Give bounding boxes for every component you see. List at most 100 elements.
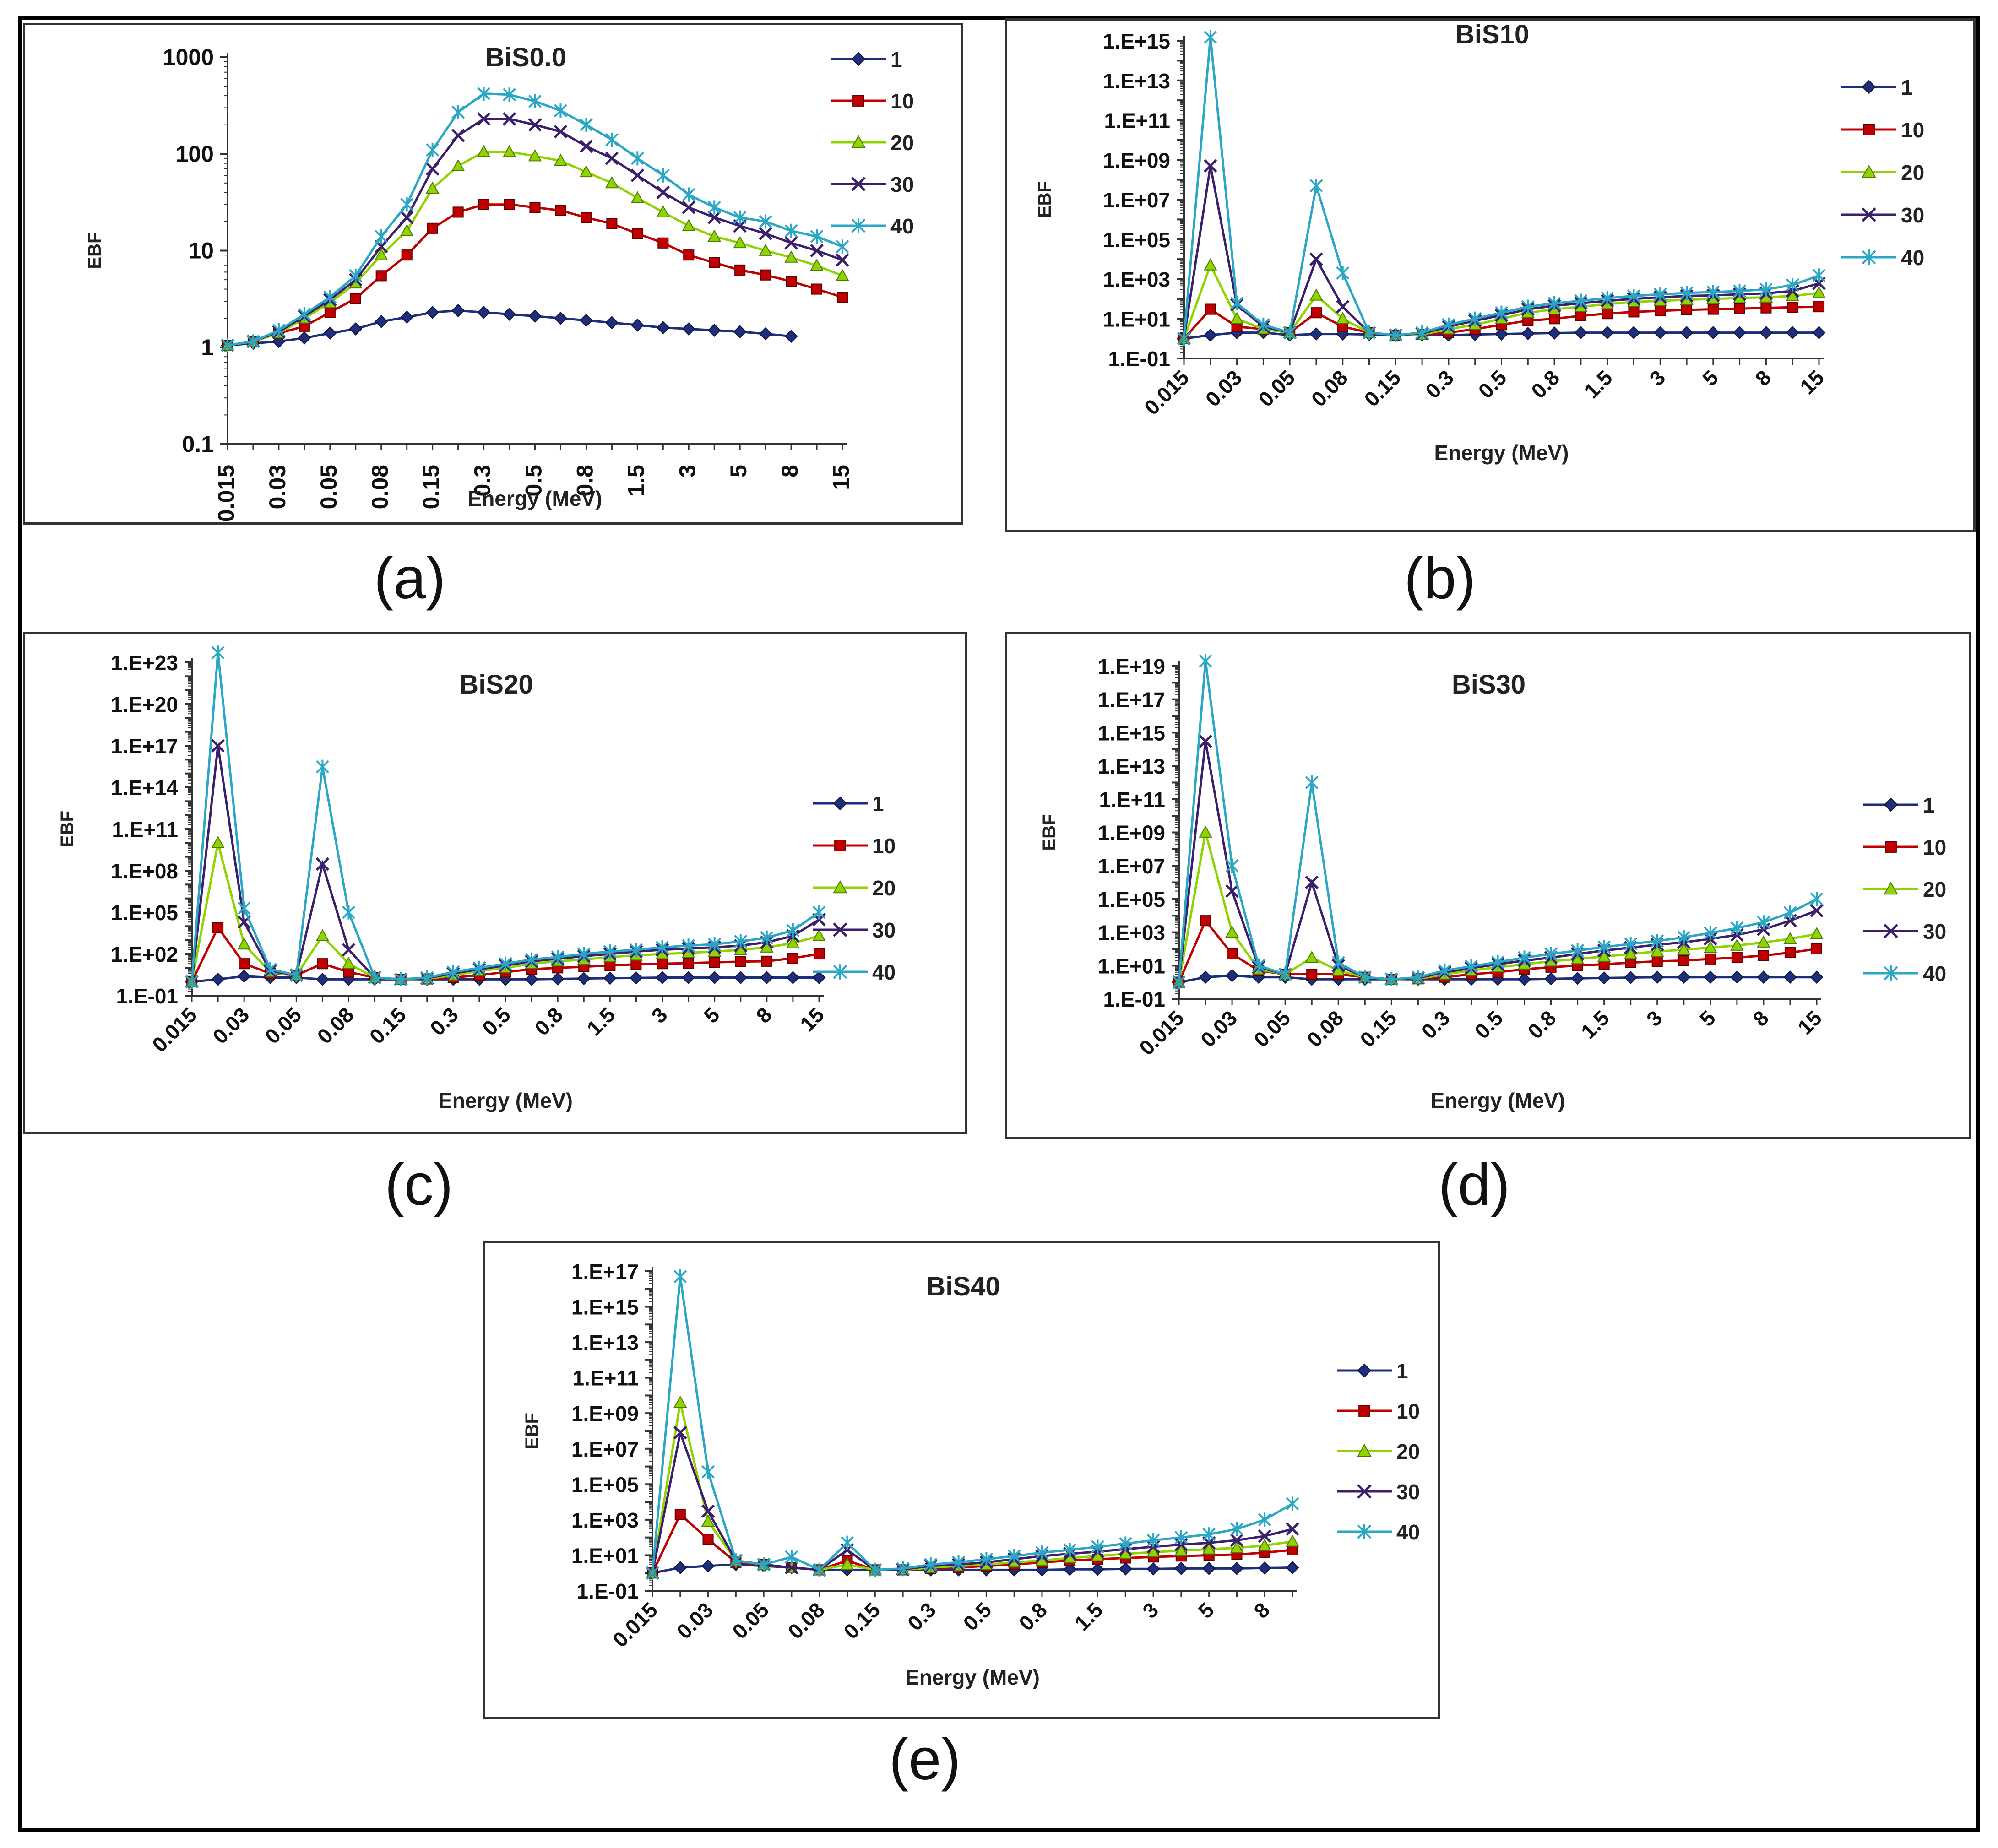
data-point-stroke-2 (785, 1561, 798, 1575)
legend-entry-1: 1 (1863, 793, 1935, 817)
data-point (733, 325, 747, 339)
legend-marker (1885, 841, 1897, 853)
data-point (1677, 930, 1691, 945)
data-point (528, 94, 542, 108)
series-line (1183, 37, 1819, 339)
legend-label: 1 (1396, 1359, 1408, 1383)
data-point (1680, 286, 1694, 300)
data-point (707, 211, 721, 224)
data-point (1230, 296, 1243, 311)
data-point (709, 257, 720, 268)
chart-bis10: 1.E-01 1.E+01 1.E+03 1.E+05 1.E+07 1.E+09 1.E+… (1035, 21, 1924, 465)
data-point (673, 1561, 687, 1574)
data-point (787, 953, 798, 964)
data-point (1810, 970, 1824, 984)
data-point (682, 938, 695, 953)
data-point (451, 304, 465, 317)
legend-marker (1357, 1363, 1372, 1378)
data-point (1574, 326, 1588, 339)
data-point (812, 905, 826, 920)
data-point-stroke-2 (810, 244, 824, 258)
data-point (1309, 179, 1323, 193)
data-point (1465, 959, 1478, 974)
data-point-stroke-2 (707, 211, 721, 224)
y-axis-label: EBF (1035, 181, 1055, 218)
data-point (1225, 925, 1239, 938)
data-point (1677, 970, 1691, 984)
data-point (733, 236, 747, 249)
data-point (784, 223, 798, 238)
data-point (1230, 312, 1244, 324)
data-point (1258, 1539, 1271, 1551)
data-point-stroke-2 (211, 739, 225, 753)
data-point-stroke-2 (630, 168, 645, 182)
y-tick-label: 1.E+17 (1098, 688, 1165, 712)
x-tick-label: 0.3 (1421, 365, 1458, 403)
data-point (759, 327, 772, 341)
legend-entry-30: 30 (1863, 920, 1946, 943)
x-tick-label: 0.03 (1196, 1006, 1242, 1051)
y-tick-label: 10 (188, 238, 214, 264)
data-point (813, 1562, 826, 1577)
x-axis-label: Energy (MeV) (905, 1665, 1040, 1689)
data-point (1177, 331, 1191, 346)
data-point (757, 1557, 771, 1572)
x-tick-label: 3 (1642, 1006, 1667, 1031)
y-tick-label: 1.E+11 (1099, 788, 1165, 812)
data-point (1731, 952, 1743, 964)
data-point-stroke-2 (656, 185, 670, 200)
x-tick-label: 0.15 (1359, 365, 1405, 411)
data-point-stroke-2 (425, 162, 440, 176)
data-point (1786, 277, 1799, 293)
data-point (708, 971, 722, 984)
y-tick-label: 1.E-01 (116, 984, 178, 1008)
data-point (315, 857, 330, 871)
legend-label: 10 (1901, 118, 1924, 142)
legend-entry-1: 1 (1841, 76, 1913, 99)
data-point (1786, 326, 1799, 339)
legend-marker (833, 796, 847, 811)
data-point (1627, 326, 1640, 339)
x-axis-label: Energy (MeV) (1431, 1089, 1565, 1112)
data-point (682, 322, 695, 336)
data-point (1601, 326, 1614, 339)
data-point (656, 205, 670, 217)
data-point (1468, 311, 1482, 326)
data-point-stroke-2 (1309, 252, 1323, 266)
data-point (1172, 975, 1186, 990)
data-point-stroke-2 (1204, 159, 1217, 173)
data-point (1336, 300, 1350, 314)
data-point (1544, 947, 1558, 961)
data-point (1597, 940, 1611, 954)
x-tick-label: 15 (795, 1003, 829, 1036)
data-point (1812, 268, 1826, 283)
data-point (760, 269, 771, 281)
data-point (1704, 941, 1717, 953)
y-tick-label: 1.E+15 (571, 1295, 639, 1319)
panel-label-b: (b) (1404, 546, 1476, 611)
x-tick-label: 0.3 (425, 1003, 463, 1040)
y-tick-label: 1.E+03 (1103, 268, 1170, 292)
data-point (784, 250, 798, 263)
y-tick-label: 1.E+03 (571, 1508, 639, 1532)
legend-marker-stroke-2 (1357, 1484, 1372, 1499)
data-point (1230, 1522, 1243, 1536)
series-40 (1177, 30, 1826, 346)
legend-marker (1357, 1484, 1372, 1499)
data-point (1518, 950, 1531, 965)
legend-entry-30: 30 (1337, 1480, 1420, 1504)
data-point (1204, 258, 1217, 271)
panel-d: 1.E-01 1.E+01 1.E+03 1.E+05 1.E+07 1.E+09 1.E+… (1005, 632, 1971, 1139)
data-point (1758, 950, 1769, 961)
data-point (316, 759, 329, 774)
legend-marker (1884, 924, 1898, 938)
data-point (759, 244, 772, 256)
data-point (1389, 328, 1402, 342)
data-point (323, 290, 337, 304)
legend-entry-30: 30 (813, 918, 896, 942)
data-point (1653, 326, 1667, 339)
data-point (1787, 302, 1798, 313)
data-point (1199, 734, 1212, 748)
data-point (785, 1550, 798, 1564)
